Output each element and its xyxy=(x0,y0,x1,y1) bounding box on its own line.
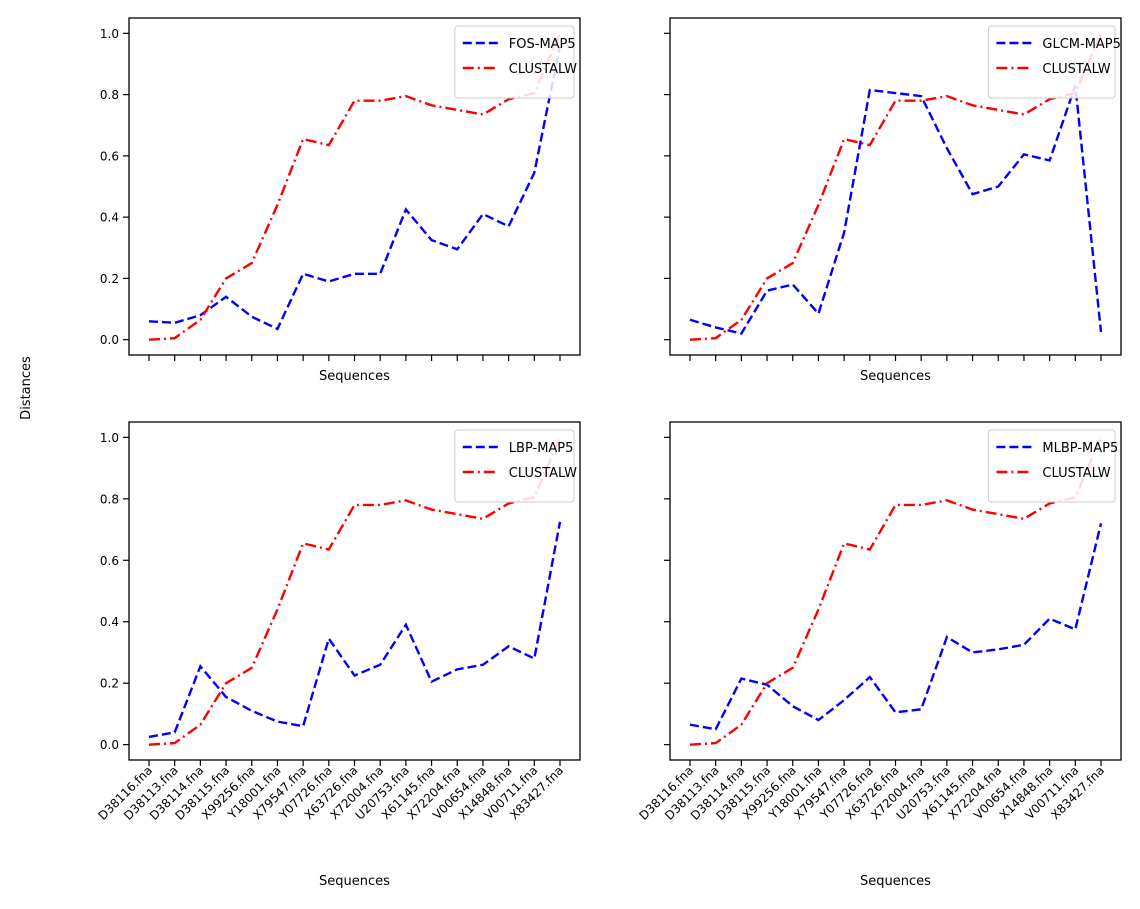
legend-box xyxy=(987,429,1116,503)
legend: LBP-MAP5 CLUSTALW xyxy=(454,429,577,503)
y-tick-label: 0.8 xyxy=(100,492,119,506)
legend-label: MLBP-MAP5 xyxy=(1042,441,1118,456)
y-tick-label: 0.4 xyxy=(100,615,119,629)
legend-label: FOS-MAP5 xyxy=(509,37,576,52)
series-line-lbp-map5 xyxy=(148,521,562,739)
series-line-clustalw xyxy=(689,436,1103,746)
x-axis-label: Sequences xyxy=(319,369,390,384)
y-tick-label: 1.0 xyxy=(100,27,119,41)
legend: MLBP-MAP5 CLUSTALW xyxy=(987,429,1118,503)
legend-label: CLUSTALW xyxy=(1042,466,1110,481)
y-tick-label: 0.6 xyxy=(100,554,119,568)
axes-frame xyxy=(128,421,581,761)
legend-label: CLUSTALW xyxy=(509,466,577,481)
y-tick-label: 0.4 xyxy=(100,211,119,225)
chart-panel-4: D38116.fnaD38113.fnaD38114.fnaD38115.fna… xyxy=(636,421,1122,889)
series-line-fos-map5 xyxy=(148,45,562,331)
axes-frame xyxy=(669,17,1122,356)
figure-y-axis-label: Distances xyxy=(19,356,34,420)
chart-panel-3: 0.00.20.40.60.81.0D38116.fnaD38113.fnaD3… xyxy=(95,421,581,889)
legend-label: CLUSTALW xyxy=(509,62,577,77)
series-line-clustalw xyxy=(148,32,562,341)
series-line-clustalw xyxy=(148,436,562,746)
series-line-clustalw xyxy=(689,32,1103,341)
y-tick-label: 0.2 xyxy=(100,272,119,286)
legend-label: LBP-MAP5 xyxy=(509,441,574,456)
y-tick-label: 0.6 xyxy=(100,149,119,163)
legend-label: GLCM-MAP5 xyxy=(1042,37,1121,52)
series-line-glcm-map5 xyxy=(689,85,1103,335)
legend: GLCM-MAP5 CLUSTALW xyxy=(987,25,1121,99)
axes-frame xyxy=(128,17,581,356)
x-axis-label: Sequences xyxy=(319,874,390,889)
y-tick-label: 0.0 xyxy=(100,333,119,347)
y-tick-label: 0.8 xyxy=(100,88,119,102)
chart-panel-1: 0.0 0.2 0.4 0.6 0.8 1.0 Sequences FOS-MAP5 CLUST… xyxy=(100,17,581,384)
series-line-mlbp-map5 xyxy=(689,523,1103,731)
axes-frame xyxy=(669,421,1122,761)
y-tick-label: 1.0 xyxy=(100,431,119,445)
y-tick-label: 0.0 xyxy=(100,738,119,752)
legend-label: CLUSTALW xyxy=(1042,62,1110,77)
y-tick-label: 0.2 xyxy=(100,677,119,691)
legend: FOS-MAP5 CLUSTALW xyxy=(454,25,577,99)
legend-box xyxy=(987,25,1116,99)
x-axis-label: Sequences xyxy=(860,874,931,889)
x-axis-label: Sequences xyxy=(860,369,931,384)
chart-panel-2: Sequences GLCM-MAP5 CLUSTALW xyxy=(664,17,1122,384)
